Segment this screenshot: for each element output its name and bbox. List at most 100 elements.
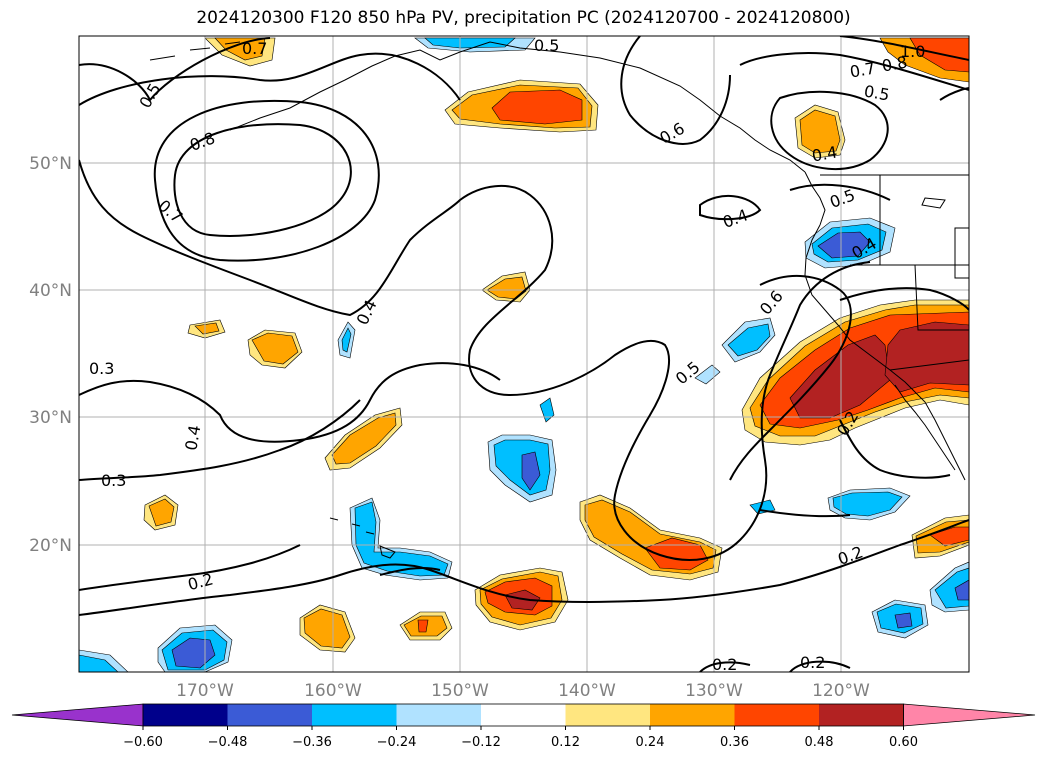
- precip-blob-neg: [954, 579, 969, 601]
- coastline-baja: [894, 384, 956, 471]
- precip-blob-neg: [341, 327, 352, 353]
- contour-label: 0.2: [800, 653, 825, 672]
- contour-label: 0.7: [848, 58, 876, 81]
- lon-label: 130°W: [685, 681, 743, 701]
- contour-label: 1.0: [900, 42, 925, 61]
- colorbar-tick-label: 0.12: [551, 735, 580, 750]
- colorbar-frame: [142, 703, 904, 727]
- colorbar-tick-label: −0.36: [292, 735, 332, 750]
- colorbar: −0.60 −0.48 −0.36 −0.24 −0.12 0.12 0.24 0.36 0.4…: [11, 703, 1036, 750]
- precip-blob-pos: [486, 276, 527, 300]
- pv-contour-0.4: [79, 159, 871, 561]
- pv-contour-0.6-east: [839, 287, 969, 311]
- colorbar-segment: [481, 704, 566, 726]
- lat-label: 40°N: [29, 281, 72, 301]
- pv-contour-ne2: [620, 36, 731, 145]
- precip-blob-pos: [884, 321, 969, 393]
- lon-label: 150°W: [431, 681, 489, 701]
- precip-blob-neg: [79, 654, 119, 672]
- contour-label: 0.5: [863, 81, 891, 104]
- colorbar-segment: [565, 704, 651, 726]
- lat-label: 20°N: [29, 536, 72, 556]
- pv-contour-0.3b: [79, 399, 361, 481]
- contour-label: 0.5: [534, 36, 559, 55]
- pv-contour-ne: [739, 52, 969, 171]
- colorbar-tick-label: −0.24: [377, 735, 417, 750]
- contour-label: 0.4: [181, 424, 204, 452]
- contour-label: 0.3: [101, 471, 126, 490]
- precip-blob-pos: [909, 37, 969, 73]
- contour-label: 0.8: [880, 52, 908, 75]
- precip-blob-pos: [504, 589, 541, 611]
- map-title: 2024120300 F120 850 hPa PV, precipitatio…: [196, 8, 851, 28]
- lat-label: 30°N: [29, 408, 72, 428]
- colorbar-tick-label: −0.12: [461, 735, 501, 750]
- pv-contour-0.5-east: [729, 274, 852, 481]
- colorbar-tick-label: 0.36: [720, 735, 749, 750]
- border-canada-us: [820, 174, 969, 331]
- pv-contour-0.2-bottom: [699, 660, 851, 672]
- precip-blob-pos: [331, 412, 397, 465]
- colorbar-segment: [734, 704, 820, 726]
- colorbar-segment: [819, 704, 904, 726]
- lon-label: 140°W: [558, 681, 616, 701]
- precip-blob-neg: [171, 637, 216, 669]
- pv-contour-0.5: [79, 37, 271, 102]
- precip-blob-neg: [521, 451, 541, 491]
- contour-label: 0.4: [810, 142, 838, 165]
- coastline-bc: [804, 171, 826, 226]
- precip-blob-pos: [644, 537, 709, 571]
- pv-contour-0.2-low: [379, 509, 851, 576]
- precip-blob-pos: [251, 332, 299, 365]
- pv-contour-0.7: [153, 99, 380, 262]
- lon-label: 120°W: [812, 681, 870, 701]
- precip-blob-neg: [817, 231, 871, 259]
- lon-label: 160°W: [304, 681, 362, 701]
- colorbar-tick-label: 0.24: [636, 735, 665, 750]
- precip-blob-pos: [799, 109, 841, 154]
- coastlines: [149, 41, 969, 559]
- contour-label: 0.3: [89, 359, 114, 378]
- precip-blob-neg: [727, 323, 771, 357]
- hawaii-islands: [329, 517, 396, 559]
- lat-label: 50°N: [29, 154, 72, 174]
- pv-contour-0.6: [79, 52, 461, 106]
- colorbar-tick-label: −0.60: [123, 735, 163, 750]
- pv-contour-0.3: [79, 362, 501, 443]
- precip-blob-pos: [929, 526, 969, 547]
- colorbar-extend-high: [903, 703, 1036, 727]
- colorbar-segment: [650, 704, 735, 726]
- map-frame: [78, 35, 970, 673]
- coastline-us-west: [804, 224, 966, 481]
- precip-blob-pos: [194, 322, 220, 335]
- map-area: 0.7 0.5 0.5 0.8 0.7 0.6 0.4 0.5 0.4 0.4 …: [79, 36, 969, 674]
- precip-shading: [79, 37, 969, 672]
- lon-label: 170°W: [176, 681, 234, 701]
- precip-blob-neg: [354, 501, 449, 577]
- precip-blob-neg: [894, 612, 913, 629]
- colorbar-extend-low: [11, 703, 144, 727]
- colorbar-segment: [312, 704, 397, 726]
- pv-contour-ne3: [699, 183, 891, 221]
- precip-blob-neg: [539, 397, 555, 423]
- contour-label: 0.2: [712, 655, 737, 674]
- precip-blob-neg: [832, 491, 903, 517]
- precip-blob-pos: [417, 619, 429, 633]
- pv-contour-0.2-east: [839, 419, 951, 479]
- colorbar-tick-label: −0.48: [208, 735, 248, 750]
- border-inner: [954, 227, 969, 279]
- precip-blob-pos: [491, 89, 583, 125]
- colorbar-tick-label: 0.60: [889, 735, 918, 750]
- pv-contour-0.8: [173, 123, 352, 237]
- precip-blob-pos: [303, 608, 351, 649]
- colorbar-tick-label: 0.48: [805, 735, 834, 750]
- precip-blob-pos: [148, 498, 175, 527]
- aleutians: [149, 41, 241, 61]
- border-inner-b: [921, 197, 946, 209]
- coastline-alaska: [229, 41, 806, 173]
- precip-blob-neg: [424, 37, 516, 49]
- pv-contour-0.2: [79, 519, 969, 616]
- contour-label: 0.7: [242, 39, 267, 58]
- border-mexico-us: [889, 359, 969, 371]
